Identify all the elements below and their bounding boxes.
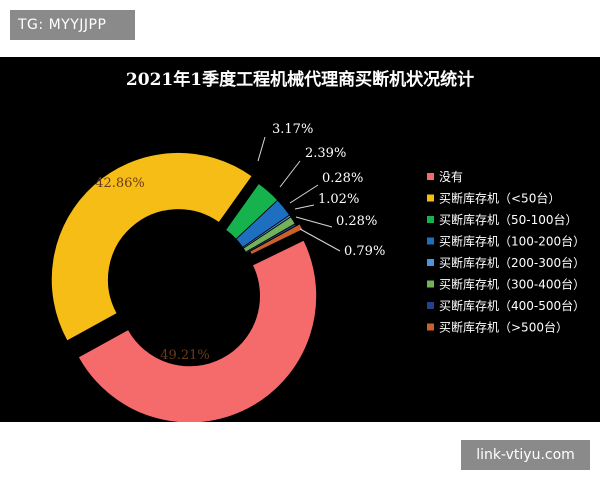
slice-1 (77, 239, 317, 422)
chart-panel: 2021年1季度工程机械代理商买断机状况统计 49.21% 42.86% 3.17%… (0, 57, 600, 422)
leader-line-3 (257, 136, 266, 162)
legend-swatch-3 (427, 216, 434, 223)
legend-swatch-7 (427, 302, 434, 309)
legend-label-8: 买断库存机（>500台） (439, 320, 568, 335)
data-label-8: 0.79% (344, 244, 385, 259)
legend-swatch-8 (427, 323, 434, 331)
legend-label-6: 买断库存机（300-400台） (439, 277, 585, 292)
legend-label-2: 买断库存机（<50台） (439, 191, 560, 206)
legend-swatch-6 (427, 280, 434, 288)
data-label-6: 1.02% (318, 192, 359, 207)
legend-swatch-4 (427, 237, 434, 245)
slice-8 (249, 223, 304, 256)
donut-chart: 2021年1季度工程机械代理商买断机状况统计 49.21% 42.86% 3.17%… (50, 69, 585, 422)
tag-badge: TG: MYYJJPP (10, 10, 135, 40)
leader-line-8 (299, 228, 341, 252)
legend-label-5: 买断库存机（200-300台） (439, 255, 585, 270)
legend-swatch-5 (427, 259, 434, 266)
data-label-3: 3.17% (272, 122, 313, 137)
leader-line-6 (294, 204, 315, 210)
chart-title: 2021年1季度工程机械代理商买断机状况统计 (126, 69, 474, 90)
data-labels: 49.21% 42.86% 3.17% 2.39% 0.28% 1.02% 0.28% 0.7… (95, 122, 385, 363)
leader-line-4 (279, 160, 301, 188)
legend-label-1: 没有 (439, 169, 463, 184)
slices-layer (50, 152, 317, 422)
legend-swatch-2 (427, 194, 434, 202)
data-label-7: 0.28% (336, 214, 377, 229)
legend-label-4: 买断库存机（100-200台） (439, 234, 585, 249)
legend-label-3: 买断库存机（50-100台） (439, 212, 578, 227)
leader-line-7 (295, 216, 333, 228)
data-label-5: 0.28% (322, 171, 363, 186)
data-label-4: 2.39% (305, 146, 346, 161)
leader-lines (257, 136, 341, 252)
legend-swatch-1 (427, 173, 434, 180)
leader-line-5 (289, 184, 319, 204)
legend-label-7: 买断库存机（400-500台） (439, 298, 585, 313)
data-label-2: 42.86% (95, 176, 145, 191)
slice-2 (50, 152, 253, 342)
data-label-1: 49.21% (160, 348, 210, 363)
slice-7 (245, 223, 297, 254)
watermark: link-vtiyu.com (461, 440, 590, 470)
